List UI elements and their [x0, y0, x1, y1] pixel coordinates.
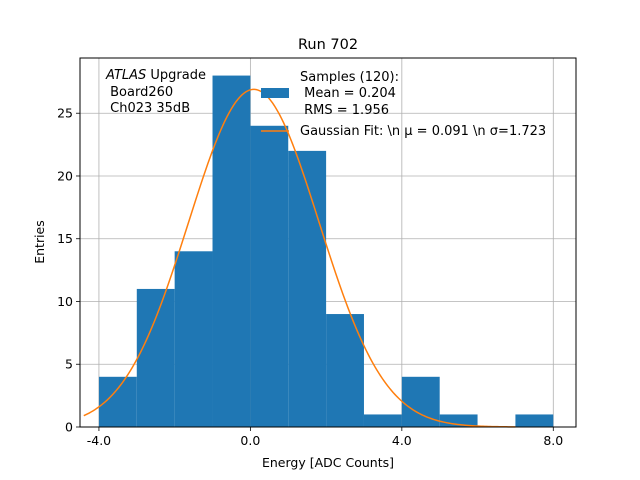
annotation-atlas: ATLAS [105, 68, 146, 83]
y-tick-label-1: 5 [65, 357, 73, 372]
histogram-bar-6 [326, 314, 364, 427]
histogram-bar-11 [515, 414, 554, 427]
y-axis-label: Entries [32, 220, 47, 264]
histogram-bar-3 [212, 75, 251, 428]
legend: Samples (120): Mean = 0.204 RMS = 1.956 … [261, 70, 546, 139]
annotation-line-1: ATLAS Upgrade [105, 68, 206, 83]
y-tick-label-2: 10 [57, 294, 73, 309]
chart-title: Run 702 [298, 37, 358, 53]
legend-samples-line-1: Samples (120): [300, 70, 399, 85]
x-tick-label-1: 0.0 [240, 433, 260, 448]
histogram-bar-4 [250, 125, 289, 427]
plot-frame [79, 57, 577, 428]
annotation-line-3: Ch023 35dB [106, 101, 190, 116]
x-axis-ticks: -4.0 0.0 4.0 8.0 [87, 427, 563, 448]
legend-fit-label: Gaussian Fit: \n μ = 0.091 \n σ=1.723 [300, 124, 546, 139]
y-tick-label-0: 0 [65, 420, 73, 435]
legend-samples-patch [261, 88, 289, 98]
histogram-bars [98, 75, 554, 428]
annotation-line-2: Board260 [106, 85, 173, 100]
histogram-bar-7 [363, 414, 402, 427]
x-axis-label: Energy [ADC Counts] [262, 455, 394, 470]
histogram-bar-1 [136, 288, 175, 427]
x-tick-label-3: 8.0 [543, 433, 563, 448]
y-axis-ticks: 0 5 10 15 20 25 [57, 106, 80, 435]
y-tick-label-3: 15 [57, 231, 73, 246]
y-tick-label-4: 20 [57, 168, 73, 183]
legend-samples-line-2: Mean = 0.204 [300, 86, 396, 101]
annotation-upgrade: Upgrade [146, 68, 206, 83]
histogram-bar-2 [174, 251, 213, 427]
annotation-text: ATLAS Upgrade Board260 Ch023 35dB [105, 68, 206, 116]
x-tick-label-2: 4.0 [392, 433, 412, 448]
gaussian-fit-curve [83, 88, 516, 428]
histogram-bar-5 [288, 150, 327, 427]
legend-samples-line-3: RMS = 1.956 [300, 103, 389, 118]
y-tick-label-5: 25 [57, 106, 73, 121]
x-tick-label-0: -4.0 [87, 433, 111, 448]
